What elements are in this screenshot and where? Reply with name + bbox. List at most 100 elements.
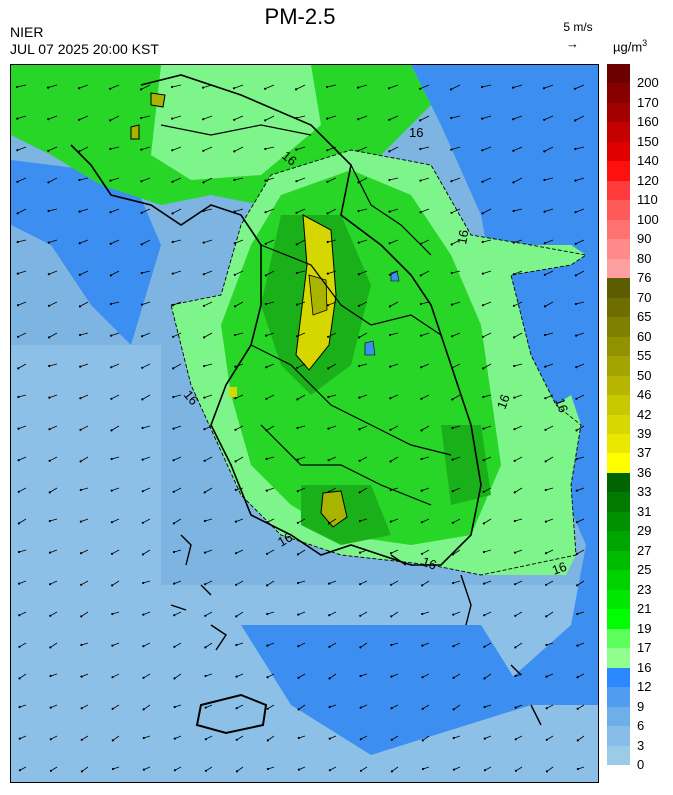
wind-arrow-head	[421, 458, 423, 460]
wind-arrow-head	[297, 553, 299, 555]
wind-arrow-head	[482, 304, 484, 306]
wind-arrow-head	[390, 552, 392, 554]
wind-arrow-head	[483, 677, 485, 679]
contour-label: 16	[454, 229, 471, 246]
wind-arrow-head	[50, 707, 52, 709]
wind-arrow-head	[421, 490, 423, 492]
wind-arrow-head	[514, 615, 516, 617]
colorbar-band	[607, 746, 630, 766]
wind-arrow-head	[79, 274, 81, 276]
wind-arrow-head	[234, 397, 236, 399]
wind-arrow-head	[328, 522, 330, 524]
wind-arrow-head	[484, 706, 486, 708]
wind-arrow-head	[451, 367, 453, 369]
wind-arrow-head	[576, 676, 578, 678]
wind-arrow-head	[452, 522, 454, 524]
wind-arrow-head	[575, 211, 577, 213]
colorbar-band	[607, 629, 630, 649]
wind-arrow-head	[421, 584, 423, 586]
colorbar-band	[607, 473, 630, 493]
wind-arrow-head	[235, 615, 237, 617]
wind-arrow-head	[265, 243, 267, 245]
colorbar-label: 200	[637, 76, 659, 90]
wind-arrow-head	[297, 677, 299, 679]
wind-arrow-head	[420, 335, 422, 337]
wind-arrow-head	[235, 584, 237, 586]
colorbar-band	[607, 317, 630, 337]
wind-arrow-head	[50, 770, 52, 772]
wind-arrow-head	[266, 645, 268, 647]
wind-arrow-head	[543, 119, 545, 121]
wind-arrow-head	[234, 274, 236, 276]
wind-arrow-head	[296, 272, 298, 274]
wind-arrow-head	[512, 87, 514, 89]
map-title: PM-2.5	[0, 4, 600, 30]
wind-arrow-head	[16, 86, 18, 88]
wind-arrow-head	[545, 615, 547, 617]
wind-arrow-head	[79, 211, 81, 213]
colorbar-band	[607, 103, 630, 123]
wind-arrow-head	[172, 212, 174, 214]
wind-arrow-head	[451, 335, 453, 337]
colorbar-label: 60	[637, 330, 651, 344]
wind-arrow-head	[575, 366, 577, 368]
wind-arrow-head	[421, 553, 423, 555]
colorbar-band	[607, 239, 630, 259]
wind-arrow-head	[388, 179, 390, 181]
wind-reference-arrow-icon: →	[566, 36, 579, 51]
wind-arrow-head	[575, 398, 577, 400]
wind-arrow-head	[172, 336, 174, 338]
wind-arrow-head	[422, 768, 424, 770]
wind-arrow-head	[452, 490, 454, 492]
wind-arrow-head	[576, 490, 578, 492]
wind-arrow-head	[49, 583, 51, 585]
colorbar-band	[607, 707, 630, 727]
wind-arrow-head	[79, 334, 81, 336]
colorbar-label: 19	[637, 622, 651, 636]
wind-arrow-head	[111, 553, 113, 555]
colorbar-band	[607, 726, 630, 746]
wind-arrow-head	[420, 366, 422, 368]
wind-arrow-head	[574, 88, 576, 90]
colorbar-band	[607, 337, 630, 357]
wind-arrow-head	[358, 210, 360, 212]
wind-arrow-head	[574, 148, 576, 150]
colorbar-label: 27	[637, 544, 651, 558]
wind-arrow-head	[78, 119, 80, 121]
colorbar-band	[607, 259, 630, 279]
wind-arrow-head	[512, 181, 514, 183]
wind-arrow-head	[171, 149, 173, 151]
wind-arrow-head	[545, 644, 547, 646]
wind-arrow-head	[111, 645, 113, 647]
wind-arrow-head	[513, 365, 515, 367]
wind-arrow-head	[327, 212, 329, 214]
pm-hotspot-west	[229, 387, 237, 397]
colorbar-band	[607, 453, 630, 473]
wind-arrow-head	[233, 119, 235, 121]
wind-arrow-head	[329, 738, 331, 740]
wind-arrow-head	[543, 87, 545, 89]
colorbar-band	[607, 492, 630, 512]
wind-arrow-head	[18, 614, 20, 616]
wind-arrow-head	[143, 708, 145, 710]
wind-arrow-head	[48, 428, 50, 430]
wind-arrow-head	[78, 87, 80, 89]
wind-arrow-head	[296, 367, 298, 369]
colorbar-label: 9	[637, 700, 644, 714]
wind-arrow-head	[545, 584, 547, 586]
wind-arrow-head	[420, 274, 422, 276]
wind-arrow-head	[513, 242, 515, 244]
wind-arrow-head	[515, 707, 517, 709]
pm25-colorbar	[607, 64, 630, 765]
wind-arrow-head	[265, 429, 267, 431]
wind-arrow-head	[298, 737, 300, 739]
wind-arrow-head	[109, 119, 111, 121]
pm-hotspot-north-1	[151, 93, 165, 107]
wind-arrow-head	[297, 645, 299, 647]
colorbar-label: 170	[637, 96, 659, 110]
wind-arrow-head	[143, 737, 145, 739]
wind-arrow-head	[111, 676, 113, 678]
wind-arrow-head	[358, 428, 360, 430]
wind-arrow-head	[419, 119, 421, 121]
wind-arrow-head	[80, 460, 82, 462]
